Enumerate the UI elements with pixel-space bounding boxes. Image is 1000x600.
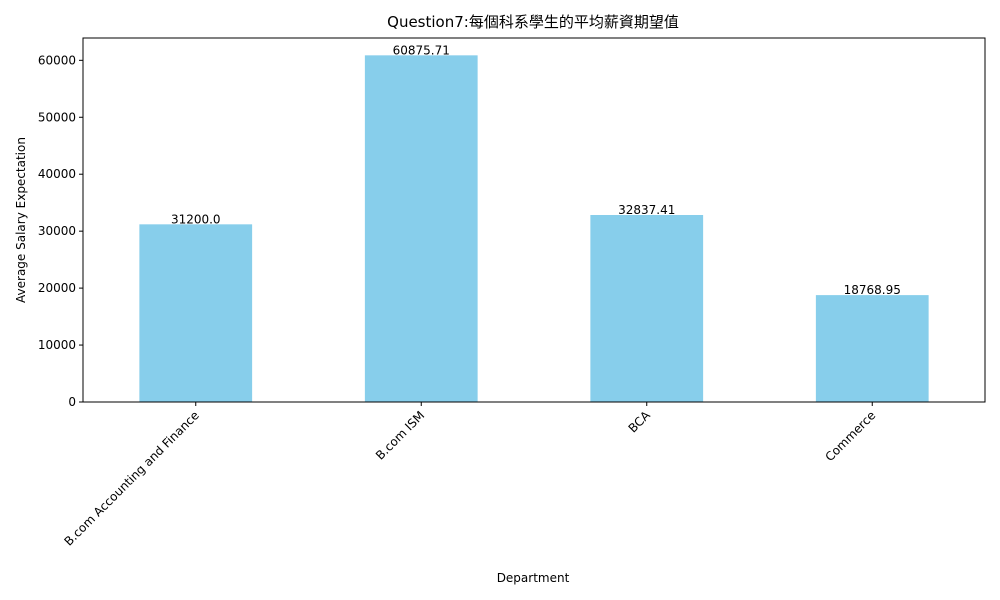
y-tick-label: 40000 — [38, 167, 76, 181]
y-tick-label: 30000 — [38, 224, 76, 238]
chart-title: Question7:每個科系學生的平均薪資期望值 — [387, 13, 679, 31]
bar — [365, 55, 478, 402]
y-tick-label: 20000 — [38, 281, 76, 295]
y-tick-label: 60000 — [38, 53, 76, 67]
value-labels-group: 31200.0 60875.71 32837.41 18768.95 — [171, 43, 901, 297]
bars-group — [139, 55, 928, 402]
y-tick-label: 10000 — [38, 338, 76, 352]
x-tick-label: B.com Accounting and Finance — [61, 408, 201, 548]
x-tick-label: Commerce — [822, 408, 878, 464]
x-tick-label: B.com ISM — [373, 408, 427, 462]
bar-value-label: 32837.41 — [618, 203, 675, 217]
x-axis-label: Department — [497, 571, 570, 585]
x-ticks-group: B.com Accounting and Finance B.com ISM BCA… — [61, 402, 878, 549]
y-axis-label: Average Salary Expectation — [14, 137, 28, 303]
bar — [816, 295, 929, 402]
bar-value-label: 60875.71 — [393, 43, 450, 57]
y-ticks-group: 0 10000 20000 30000 40000 50000 60000 — [38, 53, 83, 409]
bar — [590, 215, 703, 402]
bar — [139, 224, 252, 402]
y-tick-label: 0 — [68, 395, 76, 409]
bar-value-label: 18768.95 — [844, 283, 901, 297]
bar-value-label: 31200.0 — [171, 212, 221, 226]
y-tick-label: 50000 — [38, 110, 76, 124]
x-tick-label: BCA — [626, 408, 654, 436]
